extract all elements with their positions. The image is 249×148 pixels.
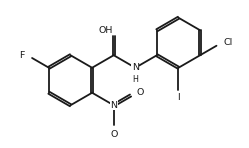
Text: H: H: [132, 75, 138, 84]
Text: OH: OH: [99, 26, 113, 35]
Text: F: F: [19, 51, 25, 60]
Text: N: N: [110, 101, 117, 110]
Text: O: O: [104, 26, 112, 35]
Text: O: O: [137, 88, 144, 97]
Text: I: I: [177, 93, 180, 102]
Text: O: O: [110, 130, 117, 139]
Text: Cl: Cl: [224, 38, 233, 47]
Text: N: N: [132, 63, 139, 72]
